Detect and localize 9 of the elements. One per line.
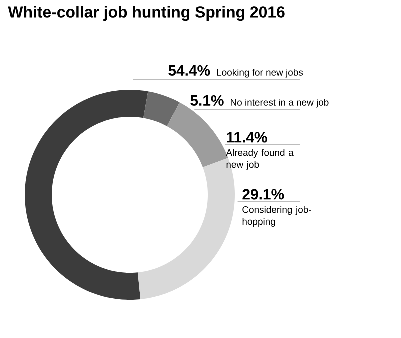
data-label: 29.1%	[242, 189, 284, 200]
slice-label: Already found a new job	[226, 149, 294, 170]
chart-title: White-collar job hunting Spring 2016	[8, 6, 285, 22]
data-label: 54.4%	[168, 65, 210, 76]
data-label: 11.4%	[227, 132, 268, 143]
data-label: 5.1%	[190, 95, 224, 106]
slice-label: Considering job-hopping	[242, 206, 312, 227]
slice-label: No interest in a new job	[231, 98, 329, 108]
slice-label: Looking for new jobs	[217, 68, 304, 78]
